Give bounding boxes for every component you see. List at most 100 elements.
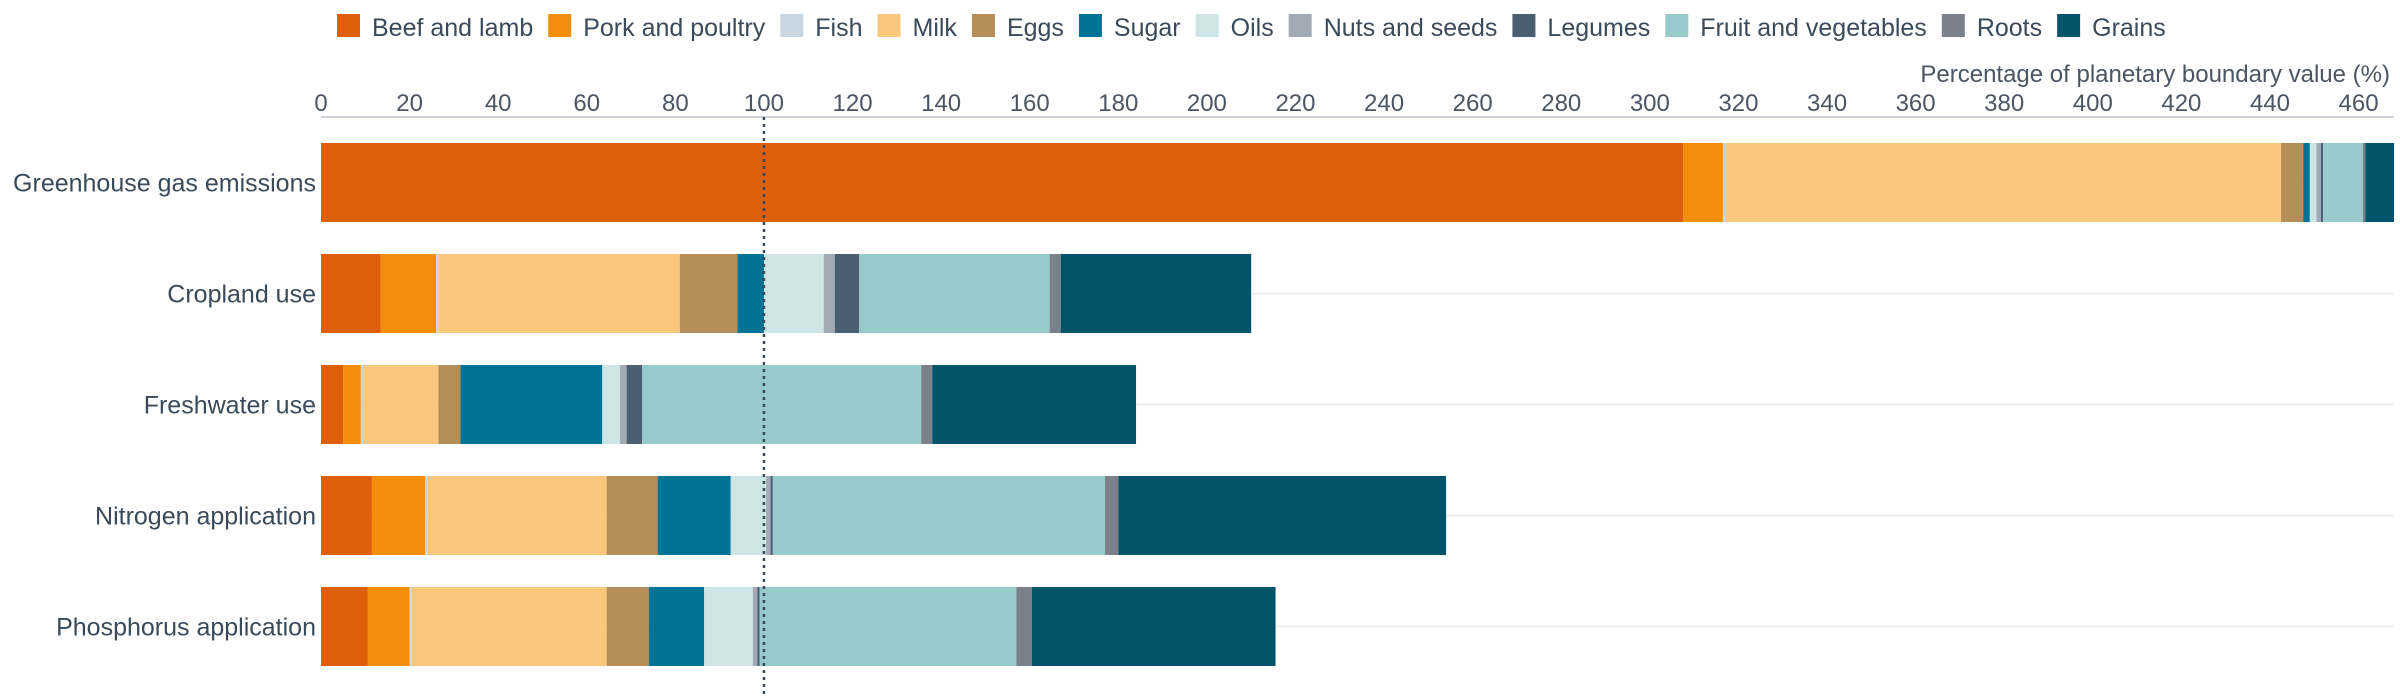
legend-label-11: Grains [2092,14,2166,42]
bar-segment-1-10 [1049,254,1061,333]
bar-segment-2-2 [360,365,364,444]
bar-segment-4-0 [321,587,368,666]
x-tick-label-18: 360 [1896,90,1936,117]
bar-segment-3-4 [606,476,658,555]
x-tick-label-21: 420 [2161,90,2201,117]
x-tick-label-8: 160 [1010,90,1050,117]
bar-segment-2-11 [932,365,1137,444]
bar-segment-2-8 [626,365,643,444]
y-axis-labels: Greenhouse gas emissions Cropland use Fres… [13,170,316,642]
x-tick-label-13: 260 [1453,90,1493,117]
x-tick-label-15: 300 [1630,90,1670,117]
bar-segment-0-1 [1683,143,1723,222]
legend-label-9: Fruit and vegetables [1700,14,1927,42]
bar-segment-3-6 [730,476,767,555]
legend-label-4: Eggs [1007,14,1064,42]
bar-segment-4-7 [752,587,758,666]
legend-swatch-3 [877,14,901,37]
bar-segment-0-8 [2320,143,2324,222]
legend-label-7: Nuts and seeds [1324,14,1498,42]
x-tick-label-23: 460 [2339,90,2379,117]
legend: Beef and lamb Pork and poultry Fish Milk Egg… [337,14,2166,42]
bar-segment-3-11 [1118,476,1447,555]
bar-segment-4-2 [409,587,412,666]
x-tick-label-1: 20 [396,90,423,117]
x-tick-label-11: 220 [1275,90,1315,117]
bar-segment-4-8 [757,587,760,666]
bar-segment-1-2 [436,254,439,333]
bar-segment-3-2 [425,476,428,555]
category-label-1: Cropland use [167,281,316,309]
legend-swatch-2 [780,14,804,37]
bar-segment-2-4 [438,365,461,444]
x-tick-label-2: 40 [485,90,512,117]
x-axis-title: Percentage of planetary boundary value (… [1920,61,2390,88]
bar-segment-1-0 [321,254,381,333]
bar-segment-3-0 [321,476,372,555]
x-tick-label-19: 380 [1984,90,2024,117]
bar-segment-2-5 [460,365,603,444]
bar-segment-2-9 [642,365,922,444]
x-tick-label-4: 80 [662,90,689,117]
x-tick-label-0: 0 [314,90,327,117]
legend-label-1: Pork and poultry [583,14,766,42]
bar-segment-2-10 [921,365,933,444]
bar-segment-4-5 [648,587,705,666]
x-tick-label-17: 340 [1807,90,1847,117]
bar-segment-4-1 [367,587,410,666]
category-label-0: Greenhouse gas emissions [13,170,316,198]
bar-segment-3-3 [427,476,607,555]
x-tick-label-7: 140 [921,90,961,117]
legend-label-0: Beef and lamb [372,14,533,42]
bar-segment-4-4 [606,587,649,666]
legend-swatch-8 [1512,14,1536,37]
bar-segment-1-7 [823,254,835,333]
legend-label-5: Sugar [1114,14,1181,42]
x-tick-label-22: 440 [2250,90,2290,117]
legend-label-10: Roots [1977,14,2042,42]
x-tick-label-12: 240 [1364,90,1404,117]
bar-segment-0-3 [1725,143,2282,222]
legend-swatch-7 [1288,14,1312,37]
bar-segment-1-9 [859,254,1050,333]
legend-label-6: Oils [1231,14,1274,42]
bar-segment-0-6 [2309,143,2317,222]
category-label-2: Freshwater use [144,392,316,420]
bar-segment-0-9 [2323,143,2363,222]
bar-segment-3-10 [1105,476,1119,555]
bar-segment-0-2 [1722,143,1726,222]
bar-segment-4-3 [411,587,607,666]
bar-segment-0-10 [2362,143,2366,222]
bar-segment-1-6 [763,254,824,333]
bar-segment-3-9 [772,476,1106,555]
bar-segment-1-11 [1060,254,1252,333]
bar-segment-1-5 [737,254,764,333]
legend-label-2: Fish [815,14,862,42]
legend-swatch-9 [1665,14,1689,37]
x-axis-ticks: 0 20 40 60 80 100 120 140 160 180 200 220 240 260 280 3… [314,90,2378,117]
bar-segment-4-10 [1016,587,1032,666]
bar-segment-0-7 [2316,143,2321,222]
legend-swatch-1 [548,14,572,37]
bar-segment-2-3 [363,365,439,444]
bar-segment-1-3 [438,254,680,333]
bar-segment-0-5 [2303,143,2310,222]
x-tick-label-14: 280 [1541,90,1581,117]
x-tick-label-5: 100 [744,90,784,117]
legend-swatch-6 [1195,14,1219,37]
bar-segment-0-4 [2281,143,2304,222]
legend-swatch-11 [2057,14,2081,37]
bar-segment-3-5 [657,476,731,555]
bar-segment-1-1 [380,254,437,333]
x-tick-label-9: 180 [1098,90,1138,117]
x-tick-label-3: 60 [573,90,600,117]
category-label-4: Phosphorus application [56,614,316,642]
bar-segment-0-11 [2365,143,2394,222]
legend-label-3: Milk [913,14,958,42]
legend-swatch-5 [1078,14,1102,37]
bar-segment-1-4 [679,254,738,333]
x-tick-label-20: 400 [2073,90,2113,117]
bar-segment-2-7 [619,365,627,444]
bar-segment-2-6 [602,365,620,444]
